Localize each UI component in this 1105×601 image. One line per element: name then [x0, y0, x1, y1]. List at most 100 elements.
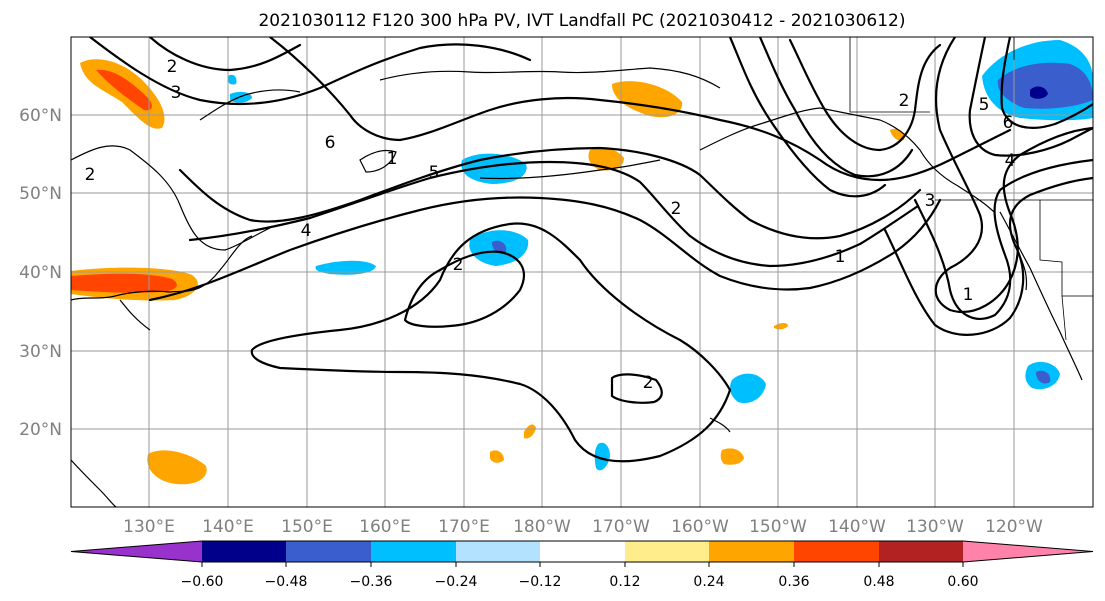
lat-label: 20°N: [19, 420, 62, 440]
contour-line: [250, 222, 732, 463]
colorbar-cell: [371, 541, 456, 562]
pv-contours: [88, 37, 1093, 463]
lat-label: 50°N: [19, 184, 62, 204]
contour-label: 2: [85, 165, 96, 185]
lon-label: 120°W: [985, 517, 1043, 537]
contour-line: [403, 250, 526, 328]
colorbar-tick-label: −0.60: [181, 574, 224, 590]
contour-label: 4: [1005, 151, 1016, 171]
contour-label: 2: [643, 373, 654, 393]
contour-line: [934, 37, 1093, 313]
lon-label: 180°W: [513, 517, 571, 537]
colorbar-tick-label: −0.12: [519, 574, 562, 590]
shaded-anomalies: [71, 40, 1093, 485]
map-panel: 2 3 6 5 4 2 2 1 2 6 5 4 3 2 2 1 1: [70, 36, 1094, 508]
contour-label: 3: [925, 191, 936, 211]
lat-label: 30°N: [19, 342, 62, 362]
contour-line: [968, 37, 1093, 157]
contour-label: 2: [899, 91, 910, 111]
colorbar-tick-label: −0.24: [435, 574, 478, 590]
anomaly-positive: [588, 147, 624, 171]
contour-label: 2: [671, 199, 682, 219]
colorbar-tick-label: 0.48: [863, 574, 894, 590]
anomaly-positive: [490, 450, 504, 463]
contour-label-group: 2 3 6 5 4 2 2 1 2 6 5 4 3 2 2 1 1: [85, 57, 1016, 393]
map-content: 2 3 6 5 4 2 2 1 2 6 5 4 3 2 2 1 1: [71, 37, 1093, 507]
graticule: [71, 37, 1093, 507]
colorbar-ticks: [201, 562, 964, 567]
anomaly-positive: [524, 424, 536, 439]
colorbar-cell: [794, 541, 879, 562]
lon-label: 170°E: [438, 517, 490, 537]
colorbar-cell: [625, 541, 709, 562]
contour-line: [1000, 37, 1093, 129]
lon-label: 140°E: [202, 517, 254, 537]
lon-label: 160°W: [671, 517, 729, 537]
anomaly-negative: [492, 240, 507, 254]
anomaly-positive: [720, 448, 744, 465]
lon-label: 140°W: [828, 517, 886, 537]
contour-label: 2: [453, 255, 464, 275]
contour-line: [178, 146, 922, 240]
contour-label: 1: [835, 247, 846, 267]
colorbar-cells: [70, 540, 1094, 563]
lon-label: 150°E: [281, 517, 333, 537]
colorbar-cell: [456, 541, 540, 562]
contour-label: 6: [325, 133, 336, 153]
anomaly-negative: [1036, 370, 1051, 384]
contour-line: [268, 37, 1012, 182]
contour-line: [788, 38, 942, 152]
colorbar-tick-label: 0.24: [693, 574, 724, 590]
contour-label: 2: [167, 57, 178, 77]
contour-line: [913, 158, 1093, 320]
colorbar-cell: [202, 541, 286, 562]
contour-line: [148, 196, 942, 302]
contour-label: 1: [963, 285, 974, 305]
anomaly-positive: [96, 69, 152, 111]
latitude-labels: 60°N 50°N 40°N 30°N 20°N: [19, 106, 62, 440]
contour-label: 5: [979, 95, 990, 115]
contour-line: [758, 37, 914, 178]
colorbar-tick-label: −0.36: [350, 574, 393, 590]
colorbar-cell: [879, 541, 963, 562]
contour-label: 5: [429, 163, 440, 183]
lon-label: 160°E: [359, 517, 411, 537]
lat-label: 60°N: [19, 106, 62, 126]
colorbar-cell: [709, 541, 794, 562]
anomaly-positive: [71, 273, 177, 293]
contour-label: 3: [171, 83, 182, 103]
map-frame: [70, 36, 1094, 508]
coastlines: [71, 37, 1093, 507]
contour-label: 1: [387, 149, 398, 169]
anomaly-positive: [147, 450, 207, 485]
colorbar-cell: [540, 541, 625, 562]
anomaly-negative: [227, 74, 237, 85]
colorbar-tick-label: 0.12: [609, 574, 640, 590]
lon-label: 170°W: [592, 517, 650, 537]
colorbar-tick-label: 0.60: [947, 574, 978, 590]
contour-line: [88, 37, 532, 106]
contour-label: 4: [301, 221, 312, 241]
lon-label: 150°W: [749, 517, 807, 537]
contour-line: [188, 160, 920, 268]
colorbar-cell: [286, 541, 371, 562]
lon-label: 130°W: [906, 517, 964, 537]
anomaly-negative: [315, 260, 376, 275]
lat-label: 40°N: [19, 263, 62, 283]
contour-line: [610, 373, 663, 404]
anomaly-negative: [1030, 86, 1048, 99]
contour-line: [883, 176, 1093, 336]
colorbar-tick-label: −0.48: [265, 574, 308, 590]
colorbar: −0.60 −0.48 −0.36 −0.24 −0.12 0.12 0.24 …: [70, 540, 1094, 590]
colorbar-cell: [71, 541, 202, 562]
anomaly-negative: [594, 442, 610, 471]
figure-title: 2021030112 F120 300 hPa PV, IVT Landfall…: [258, 11, 905, 31]
anomaly-negative: [997, 62, 1093, 109]
contour-line: [728, 37, 887, 198]
colorbar-tick-label: 0.36: [778, 574, 809, 590]
colorbar-tick-labels: −0.60 −0.48 −0.36 −0.24 −0.12 0.12 0.24 …: [181, 574, 979, 590]
lon-label: 130°E: [123, 517, 175, 537]
longitude-labels: 130°E 140°E 150°E 160°E 170°E 180°W 170°…: [123, 517, 1043, 537]
colorbar-cell: [963, 541, 1093, 562]
